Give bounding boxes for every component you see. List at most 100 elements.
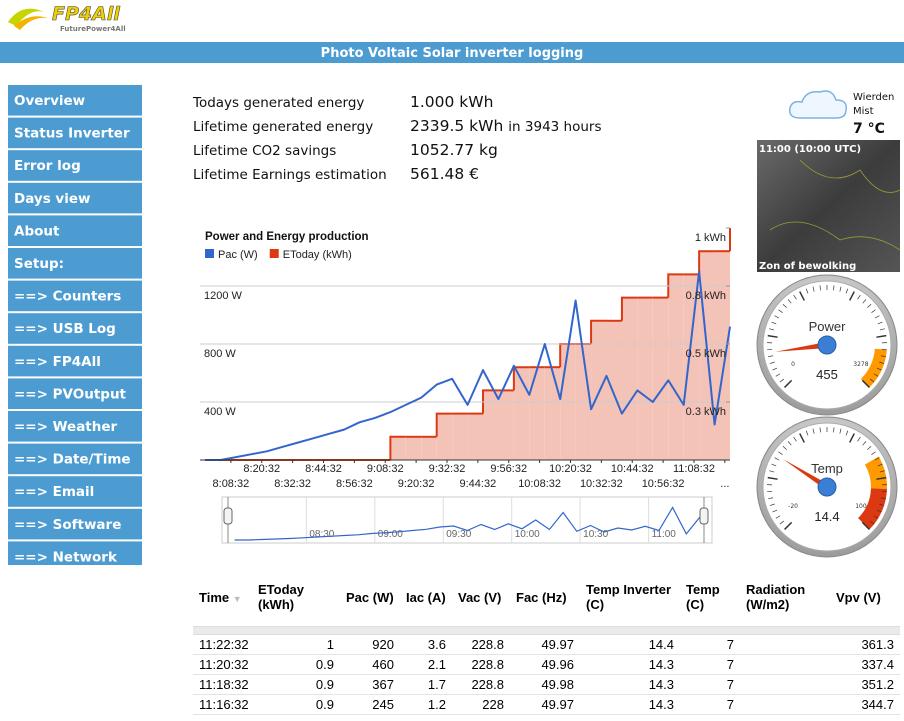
header-text: Pac (W): [346, 590, 394, 605]
table-cell: 337.4: [830, 655, 900, 675]
energy-area: [437, 414, 452, 460]
satellite-caption: Zon of bewolking: [759, 261, 856, 272]
menu-label[interactable]: Setup:: [14, 256, 64, 272]
gauge-min: -20: [788, 503, 798, 510]
menu-label[interactable]: ==> Counters: [14, 289, 121, 305]
table-cell: 920: [340, 635, 400, 655]
gauge-hub: [818, 336, 836, 354]
menu-label[interactable]: Error log: [14, 158, 81, 174]
table-cell: 1.2: [400, 695, 452, 715]
table-cell: 344.7: [830, 695, 900, 715]
x-tick-label: 8:56:32: [336, 478, 373, 490]
table-header: Temp Inverter (C): [580, 568, 680, 627]
table-row: 11:22:3219203.6228.849.9714.47361.3: [193, 635, 900, 655]
energy-area: [607, 321, 622, 460]
energy-area: [390, 437, 405, 460]
stats: Todays generated energy 1.000 kWh Lifetime…: [192, 93, 602, 183]
menu-label[interactable]: ==> Software: [14, 517, 121, 533]
legend-swatch: [270, 249, 279, 258]
navigator-tick-label: 09:00: [378, 529, 403, 540]
table-cell: 49.96: [510, 655, 580, 675]
navigator-tick-label: 11:00: [652, 529, 677, 540]
table-cell: 49.97: [510, 635, 580, 655]
table-header: Iac (A): [400, 568, 452, 627]
satellite-image: [757, 140, 900, 272]
header-text: Iac (A): [406, 590, 446, 605]
gauge-label: Power: [809, 319, 847, 334]
header-text: Vpv (V): [836, 590, 881, 605]
weather-temperature: 7 °C: [853, 121, 885, 137]
stat-label: Todays generated energy: [192, 95, 364, 111]
table-cell: 367: [340, 675, 400, 695]
gauge-label: Temp: [811, 461, 843, 476]
stat-value: 2339.5 kWh: [410, 117, 503, 135]
legend-label: Pac (W): [218, 249, 258, 261]
table-cell: 3.6: [400, 635, 452, 655]
table-filter-row: [193, 627, 900, 635]
menu-label[interactable]: ==> PVOutput: [14, 386, 127, 402]
x-tick-label: 10:08:32: [518, 478, 561, 490]
navigator-handle[interactable]: [700, 508, 708, 524]
menu-label[interactable]: ==> USB Log: [14, 321, 116, 337]
x-tick-label: 9:08:32: [367, 463, 404, 475]
energy-area: [421, 437, 436, 460]
table-header: EToday (kWh): [252, 568, 340, 627]
stat-label: Lifetime CO2 savings: [193, 143, 336, 159]
y-tick-label: 1200 W: [204, 290, 243, 302]
table-cell: 0.9: [252, 655, 340, 675]
menu-label[interactable]: Days view: [14, 191, 91, 207]
energy-area: [498, 390, 513, 460]
stat-label: Lifetime Earnings estimation: [193, 167, 387, 183]
menu-label[interactable]: About: [14, 223, 60, 239]
table-header: Pac (W): [340, 568, 400, 627]
table-cell: 49.98: [510, 675, 580, 695]
sort-icon: ▼: [233, 594, 242, 604]
table-cell: [740, 675, 830, 695]
weather-place: Wierden: [853, 92, 894, 103]
gauge-max: 3278: [853, 361, 868, 368]
table-cell: [740, 655, 830, 675]
navigator-tick-label: 10:00: [515, 529, 540, 540]
header-text: EToday (kWh): [258, 582, 304, 612]
table-cell: 11:18:32: [193, 675, 252, 695]
x-tick-label: 10:20:32: [549, 463, 592, 475]
navigator-handle[interactable]: [224, 508, 232, 524]
table-cell: 0.9: [252, 675, 340, 695]
stat-value: 1.000 kWh: [410, 93, 493, 111]
menu-label[interactable]: Overview: [14, 93, 85, 109]
table-cell: 14.4: [580, 635, 680, 655]
table-cell: 351.2: [830, 675, 900, 695]
x-tick-label: 8:08:32: [213, 478, 250, 490]
table-header: Radiation (W/m2): [740, 568, 830, 627]
logo-subtitle: FuturePower4All: [60, 25, 126, 33]
table-cell: 228.8: [452, 635, 510, 655]
x-tick-label: 9:32:32: [429, 463, 466, 475]
table-cell: 7: [680, 695, 740, 715]
menu-label[interactable]: Status Inverter: [14, 126, 130, 142]
table-cell: 11:20:32: [193, 655, 252, 675]
table-cell: 228: [452, 695, 510, 715]
energy-area: [529, 367, 544, 460]
table-header[interactable]: Time ▼: [193, 568, 252, 627]
menu-label[interactable]: ==> Email: [14, 484, 94, 500]
table-cell: 7: [680, 675, 740, 695]
menu-label[interactable]: ==> FP4All: [14, 354, 101, 370]
legend-label: EToday (kWh): [283, 249, 352, 261]
table-row: 11:16:320.92451.222849.9714.37344.7: [193, 695, 900, 715]
table-cell: 245: [340, 695, 400, 715]
chart-title: Power and Energy production: [205, 231, 369, 243]
header-title: Photo Voltaic Solar inverter logging: [321, 46, 584, 61]
header-text: Temp (C): [686, 582, 720, 612]
menu-label[interactable]: ==> Date/Time: [14, 452, 131, 468]
table-cell: 0.9: [252, 695, 340, 715]
data-table: Time ▼EToday (kWh)Pac (W)Iac (A)Vac (V)F…: [193, 568, 900, 715]
energy-area: [637, 298, 652, 460]
table-cell: 11:22:32: [193, 635, 252, 655]
gauges: Power03278455Temp-2010014.4: [757, 275, 897, 557]
logo: FP4All FuturePower4All: [8, 3, 126, 33]
menu-label[interactable]: ==> Weather: [14, 419, 118, 435]
energy-area: [622, 298, 637, 460]
table-header: Fac (Hz): [510, 568, 580, 627]
x-tick-label: 9:44:32: [460, 478, 497, 490]
menu-label[interactable]: ==> Network: [14, 549, 118, 565]
